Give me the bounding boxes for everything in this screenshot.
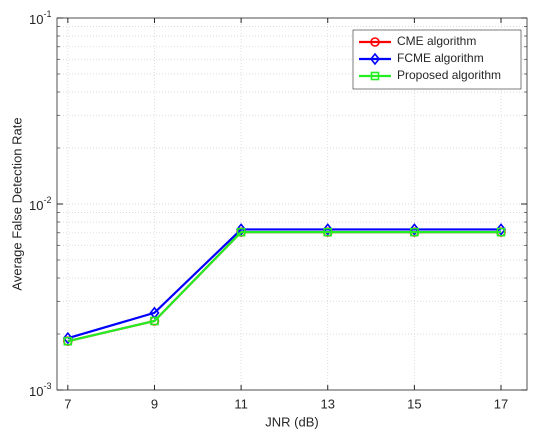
- x-tick-label: 7: [64, 396, 71, 411]
- y-tick-exponent: -3: [43, 381, 51, 391]
- legend-label: CME algorithm: [397, 34, 476, 48]
- marker: [323, 227, 333, 237]
- marker: [236, 223, 247, 236]
- y-tick-label: 10-3: [29, 381, 51, 399]
- y-tick-base: 10: [29, 384, 43, 399]
- marker: [236, 227, 246, 237]
- y-tick-label: 10-2: [29, 195, 51, 213]
- series-line: [67, 228, 502, 340]
- y-tick-label: 10-1: [29, 9, 51, 27]
- y-tick-exponent: -1: [43, 9, 51, 19]
- x-tick-label: 17: [494, 396, 508, 411]
- marker: [322, 223, 333, 236]
- y-tick-base: 10: [29, 12, 43, 27]
- x-tick-label: 11: [234, 396, 248, 411]
- series-line: [67, 231, 502, 343]
- marker: [62, 331, 73, 345]
- y-tick-base: 10: [29, 198, 43, 213]
- x-tick-label: 9: [151, 396, 158, 411]
- marker: [370, 71, 380, 81]
- legend-label: FCME algorithm: [397, 51, 484, 65]
- legend-label: Proposed algorithm: [397, 68, 501, 82]
- y-tick-exponent: -2: [43, 195, 51, 205]
- marker: [63, 336, 73, 346]
- legend: CME algorithm FCME algorithm Proposed algo…: [352, 29, 522, 90]
- marker: [150, 316, 159, 326]
- x-tick-label: 15: [407, 396, 421, 411]
- marker: [409, 223, 420, 236]
- marker: [496, 227, 506, 237]
- series-line: [67, 231, 502, 343]
- marker: [410, 227, 419, 237]
- y-axis-label: Average False Detection Rate: [9, 117, 24, 290]
- marker: [369, 52, 381, 66]
- x-tick-label: 13: [321, 396, 335, 411]
- marker: [495, 223, 507, 236]
- marker: [370, 37, 380, 47]
- x-axis-label: JNR (dB): [265, 414, 318, 429]
